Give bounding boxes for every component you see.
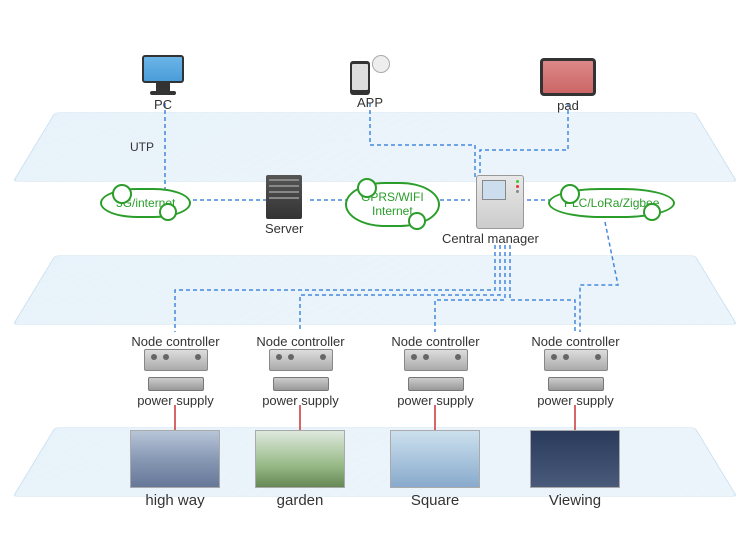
person-icon bbox=[372, 55, 390, 73]
node-col-1: Node controller power supply bbox=[128, 332, 223, 408]
scene-garden: garden bbox=[255, 430, 345, 509]
cloud-plc: PLC/LoRa/Zigbee bbox=[548, 188, 675, 218]
tablet-icon bbox=[540, 58, 596, 96]
central-manager-node: Central manager bbox=[462, 175, 539, 246]
power-supply-icon bbox=[548, 377, 604, 391]
node-controller-icon bbox=[144, 349, 208, 371]
highway-image bbox=[130, 430, 220, 488]
garden-image bbox=[255, 430, 345, 488]
app-node: APP bbox=[350, 55, 390, 110]
scene-square: Square bbox=[390, 430, 480, 509]
central-manager-icon bbox=[476, 175, 524, 229]
node-col-2: Node controller power supply bbox=[253, 332, 348, 408]
cloud-gprs: GPRS/WIFI Internet bbox=[345, 182, 440, 227]
server-node: Server bbox=[265, 175, 303, 236]
node-controller-icon bbox=[544, 349, 608, 371]
power-supply-icon bbox=[148, 377, 204, 391]
ps-label-2: power supply bbox=[253, 393, 348, 408]
central-manager-label: Central manager bbox=[442, 231, 539, 246]
server-label: Server bbox=[265, 221, 303, 236]
pc-node: PC bbox=[142, 55, 184, 112]
ps-label-3: power supply bbox=[388, 393, 483, 408]
nc-label-3: Node controller bbox=[388, 334, 483, 349]
layer-mid bbox=[13, 256, 738, 325]
cloud-3g: 3G/internet bbox=[100, 188, 191, 218]
scene-viewing: Viewing bbox=[530, 430, 620, 509]
layer-top bbox=[13, 113, 738, 182]
app-label: APP bbox=[350, 95, 390, 110]
nc-label-1: Node controller bbox=[128, 334, 223, 349]
node-controller-icon bbox=[404, 349, 468, 371]
scene-label-1: high way bbox=[130, 492, 220, 509]
node-col-4: Node controller power supply bbox=[528, 332, 623, 408]
node-col-3: Node controller power supply bbox=[388, 332, 483, 408]
monitor-icon bbox=[142, 55, 184, 83]
power-supply-icon bbox=[408, 377, 464, 391]
scene-label-4: Viewing bbox=[530, 492, 620, 509]
square-image bbox=[390, 430, 480, 488]
utp-label: UTP bbox=[130, 140, 154, 154]
ps-label-1: power supply bbox=[128, 393, 223, 408]
scene-label-3: Square bbox=[390, 492, 480, 509]
node-controller-icon bbox=[269, 349, 333, 371]
ps-label-4: power supply bbox=[528, 393, 623, 408]
nc-label-2: Node controller bbox=[253, 334, 348, 349]
layer-bottom bbox=[13, 428, 738, 497]
viewing-image bbox=[530, 430, 620, 488]
scene-highway: high way bbox=[130, 430, 220, 509]
nc-label-4: Node controller bbox=[528, 334, 623, 349]
server-icon bbox=[266, 175, 302, 219]
phone-icon bbox=[350, 61, 370, 95]
pad-node: pad bbox=[540, 58, 596, 113]
pad-label: pad bbox=[540, 98, 596, 113]
power-supply-icon bbox=[273, 377, 329, 391]
scene-label-2: garden bbox=[255, 492, 345, 509]
pc-label: PC bbox=[142, 97, 184, 112]
